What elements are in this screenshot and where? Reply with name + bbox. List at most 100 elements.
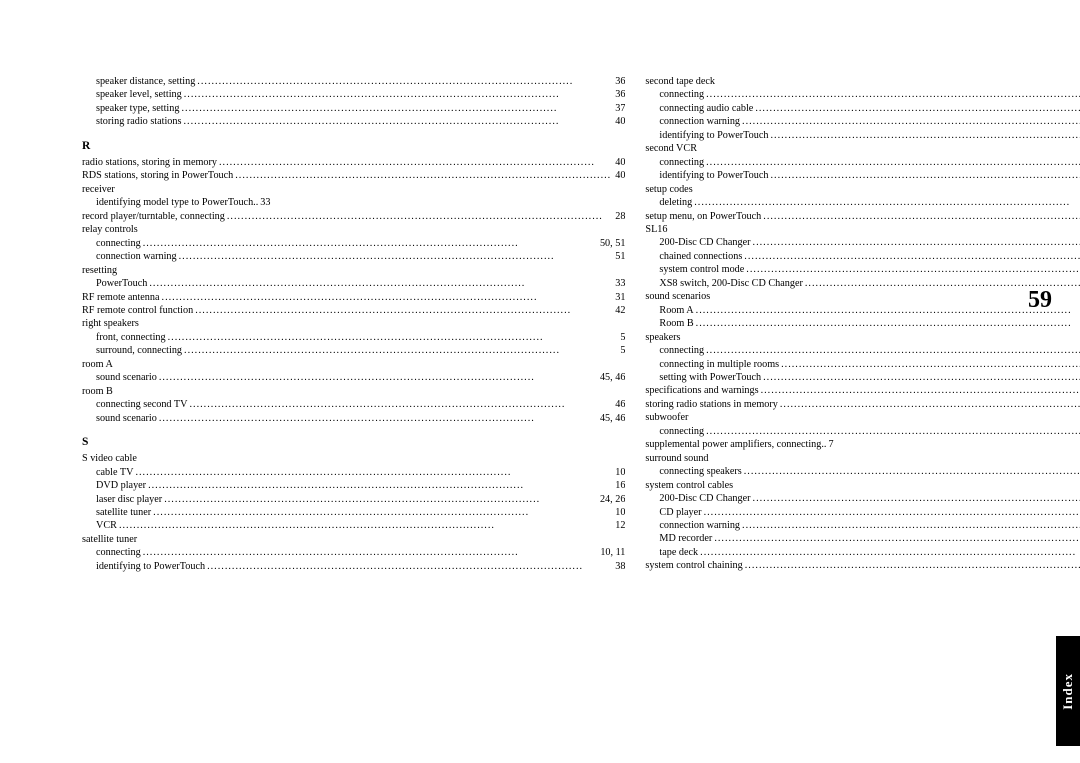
index-entry: speaker type, setting37: [82, 102, 625, 115]
thumb-tab-index: Index: [1056, 636, 1080, 746]
index-entry-label: PowerTouch: [96, 277, 147, 290]
index-entry-label: sound scenario: [96, 371, 157, 384]
index-entry-label: connection warning: [659, 115, 740, 128]
index-entry-dots: [117, 519, 613, 532]
index-entry: identifying to PowerTouch38: [645, 129, 1080, 142]
index-entry: chained connections30: [645, 250, 1080, 263]
index-entry-page: 5: [618, 344, 625, 357]
thumb-tab-label: Index: [1060, 673, 1076, 710]
index-entry-page: 37: [613, 102, 625, 115]
index-entry: setting with PowerTouch35: [645, 371, 1080, 384]
index-entry-label: RF remote antenna: [82, 291, 160, 304]
index-entry: deleting38: [645, 196, 1080, 209]
index-entry-page: 36: [613, 88, 625, 101]
index-entry-label: identifying to PowerTouch: [659, 169, 768, 182]
index-entry-dots: [778, 398, 1080, 411]
index-entry-dots: [217, 156, 613, 169]
index-entry-dots: [162, 493, 598, 506]
index-entry: connecting13, 29: [645, 156, 1080, 169]
index-entry-label: setup menu, on PowerTouch: [645, 210, 761, 223]
index-entry-dots: [698, 546, 1080, 559]
index-entry: system control chaining30: [645, 559, 1080, 572]
index-entry-label: setting with PowerTouch: [659, 371, 761, 384]
index-entry-dots: [205, 560, 613, 573]
index-entry: laser disc player24, 26: [82, 493, 625, 506]
index-entry-label: tape deck: [659, 546, 698, 559]
index-entry-page: 33: [613, 277, 625, 290]
index-entry-page: 10: [613, 506, 625, 519]
index-entry-label: 200-Disc CD Changer: [659, 492, 750, 505]
index-entry: connecting10, 11: [82, 546, 625, 559]
index-entry-page: 10: [613, 466, 625, 479]
index-entry-page: 36: [613, 75, 625, 88]
index-entry-dots: [751, 236, 1080, 249]
index-letter: S: [82, 435, 625, 450]
index-entry-dots: [694, 317, 1080, 330]
index-letter: R: [82, 139, 625, 154]
index-entry: connecting21: [645, 88, 1080, 101]
index-entry-dots: [743, 559, 1080, 572]
index-entry-label: supplemental power amplifiers, connectin…: [645, 438, 821, 451]
index-entry: tape deck20: [645, 546, 1080, 559]
index-entry-dots: [704, 156, 1080, 169]
index-entry-label: RDS stations, storing in PowerTouch: [82, 169, 233, 182]
index-entry: right speakers: [82, 317, 625, 330]
index-entry-label: storing radio stations: [96, 115, 181, 128]
index-entry: storing radio stations in memory40: [645, 398, 1080, 411]
index-entry: front, connecting5: [82, 331, 625, 344]
index-entry-label: identifying to PowerTouch: [96, 560, 205, 573]
index-entry: SL16: [645, 223, 1080, 236]
index-entry-dots: [179, 102, 613, 115]
index-entry: supplemental power amplifiers, connectin…: [645, 438, 1080, 451]
index-page: speaker distance, setting36speaker level…: [0, 0, 1080, 763]
index-entry: sound scenarios: [645, 290, 1080, 303]
index-entry: connecting audio cable21: [645, 102, 1080, 115]
index-entry: system control mode30: [645, 263, 1080, 276]
index-entry-dots: [704, 344, 1080, 357]
index-entry-dots: [702, 506, 1080, 519]
index-entry: cable TV 10: [82, 466, 625, 479]
index-entry: identifying to PowerTouch38: [645, 169, 1080, 182]
index-entry-dots: [704, 425, 1080, 438]
index-entry-dots: [225, 210, 613, 223]
index-entry-label: 200-Disc CD Changer: [659, 236, 750, 249]
index-entry: S video cable: [82, 452, 625, 465]
index-entry-page: 45, 46: [598, 371, 625, 384]
index-entry-page: 28: [613, 210, 625, 223]
index-entry-page: 46: [613, 398, 625, 411]
index-entry-label: VCR: [96, 519, 117, 532]
index-entry-dots: [768, 129, 1080, 142]
index-entry-label: surround, connecting: [96, 344, 182, 357]
index-entry: radio stations, storing in memory40: [82, 156, 625, 169]
index-entry-label: cable TV: [96, 466, 133, 479]
index-entry-dots: [141, 546, 599, 559]
index-columns: speaker distance, setting36speaker level…: [82, 75, 1002, 573]
index-entry: specifications and warnings52: [645, 384, 1080, 397]
index-entry-label: connecting speakers: [659, 465, 741, 478]
index-entry: VCR12: [82, 519, 625, 532]
index-entry: Room B45, 46: [645, 317, 1080, 330]
index-entry: speakers: [645, 331, 1080, 344]
index-entry-dots: [151, 506, 613, 519]
index-entry: resetting: [82, 264, 625, 277]
index-entry-label: MD recorder: [659, 532, 712, 545]
index-entry-dots: [157, 371, 598, 384]
index-entry-page: 50, 51: [598, 237, 625, 250]
index-entry-label: specifications and warnings: [645, 384, 758, 397]
index-entry: room B: [82, 385, 625, 398]
index-entry-dots: [181, 115, 613, 128]
index-entry-label: deleting: [659, 196, 692, 209]
index-entry-page: 42: [613, 304, 625, 317]
index-entry-label: Room B: [659, 317, 693, 330]
index-entry-dots: [133, 466, 613, 479]
index-entry: record player/turntable, connecting28: [82, 210, 625, 223]
index-entry: identifying to PowerTouch38: [82, 560, 625, 573]
index-entry: sound scenario45, 46: [82, 412, 625, 425]
index-entry: surround, connecting 5: [82, 344, 625, 357]
index-entry-label: connecting: [659, 88, 704, 101]
index-entry: second tape deck: [645, 75, 1080, 88]
index-entry: connecting second TV46: [82, 398, 625, 411]
index-entry-label: connecting: [96, 546, 141, 559]
index-entry-dots: [141, 237, 598, 250]
index-entry-dots: [740, 115, 1080, 128]
